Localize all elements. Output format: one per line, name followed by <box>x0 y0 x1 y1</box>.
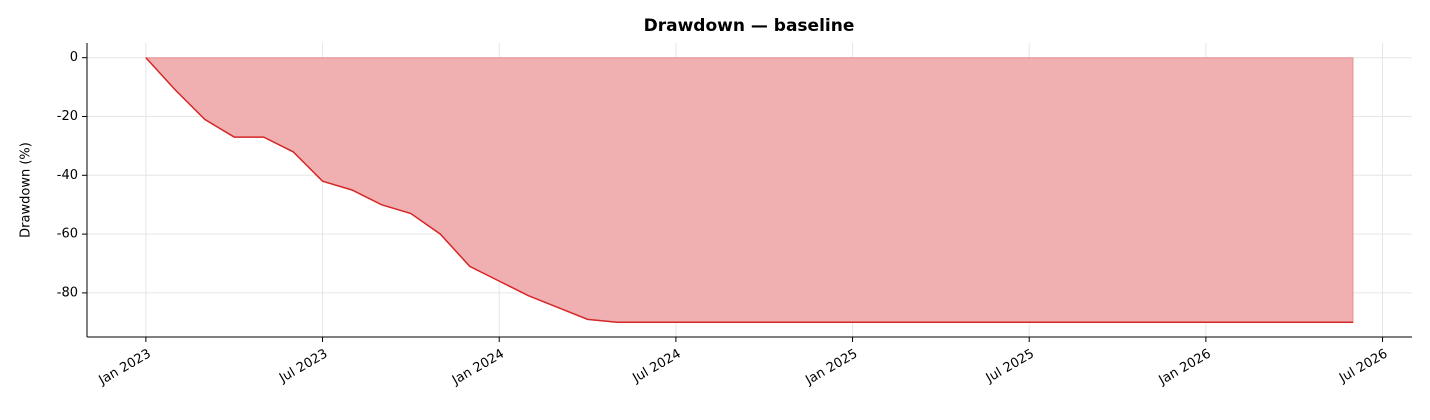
x-tick-label: Jul 2026 <box>1336 347 1390 387</box>
y-tick-label: -80 <box>57 285 78 300</box>
y-tick-label: 0 <box>70 50 78 65</box>
y-tick-label: -60 <box>57 227 78 242</box>
x-tick-label: Jan 2025 <box>802 347 860 389</box>
x-tick-label: Jul 2023 <box>276 347 330 387</box>
line <box>145 57 1354 324</box>
y-axis-label: Drawdown (%) <box>19 142 34 238</box>
area <box>144 57 1354 323</box>
x-tick-label: Jan 2026 <box>1156 347 1214 389</box>
chart-title: Drawdown — baseline <box>644 16 855 36</box>
y-tick-label: -40 <box>57 168 78 183</box>
x-tick-label: Jul 2024 <box>629 347 683 387</box>
y-tick-label: -20 <box>57 109 78 124</box>
x-tick-label: Jul 2025 <box>983 347 1037 387</box>
x-tick-label: Jan 2024 <box>449 347 507 389</box>
x-tick-label: Jan 2023 <box>96 347 154 389</box>
